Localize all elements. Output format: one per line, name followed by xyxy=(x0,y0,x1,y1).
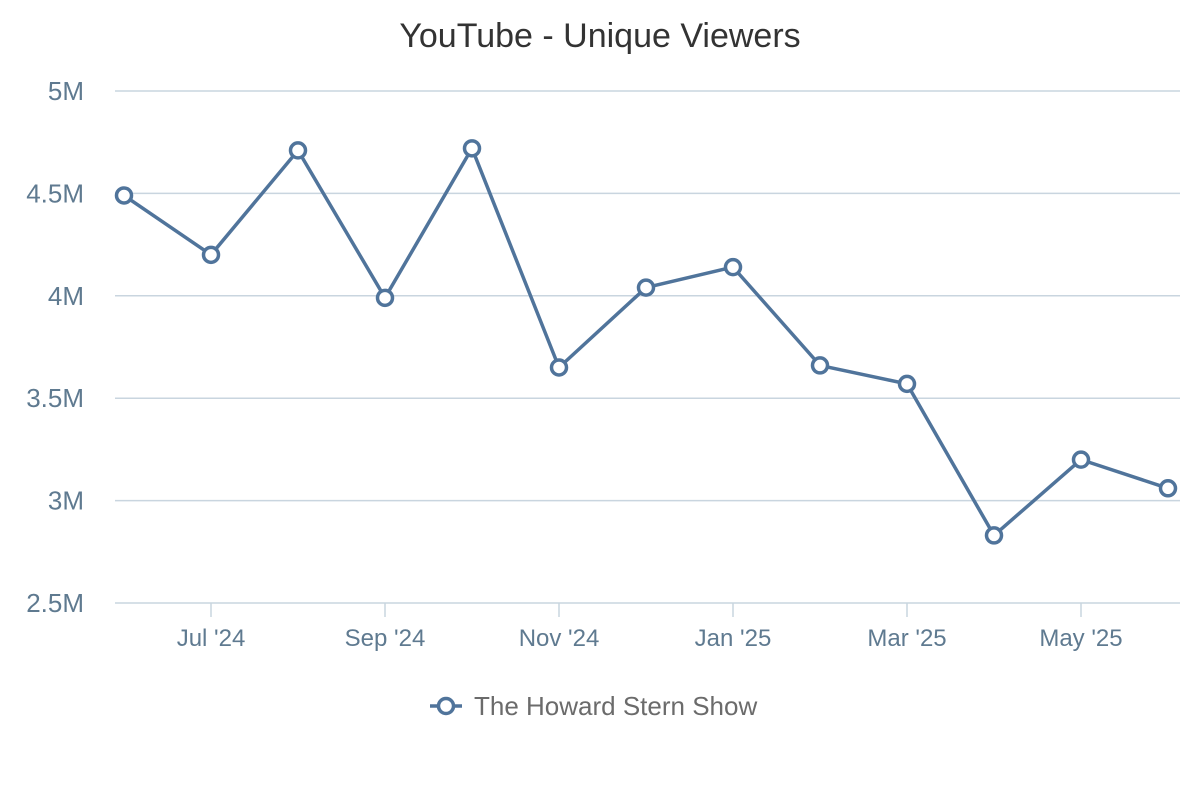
x-axis-ticks: Jul '24 Sep '24 Nov '24 Jan '25 Mar '25 May '… xyxy=(177,603,1123,652)
y-axis-ticks: 2.5M 3M 3.5M 4M 4.5M 5M xyxy=(26,76,84,618)
data-point xyxy=(723,257,743,277)
data-point xyxy=(1071,450,1091,469)
data-point xyxy=(1158,479,1178,498)
data-point xyxy=(201,245,221,265)
data-point xyxy=(636,278,656,297)
data-point xyxy=(288,141,308,160)
data-point xyxy=(114,186,134,205)
data-point xyxy=(549,358,569,377)
y-tick-label: 4M xyxy=(48,281,84,311)
x-tick-label: Sep '24 xyxy=(345,625,426,652)
y-tick-label: 2.5M xyxy=(26,588,84,618)
y-tick-label: 3M xyxy=(48,486,84,516)
y-tick-label: 5M xyxy=(48,76,84,106)
x-tick-label: Nov '24 xyxy=(519,625,600,652)
data-point xyxy=(375,288,395,308)
legend[interactable]: The Howard Stern Show xyxy=(430,691,757,721)
legend-label: The Howard Stern Show xyxy=(474,691,757,721)
series-layer xyxy=(114,139,1178,545)
y-tick-label: 3.5M xyxy=(26,383,84,413)
x-tick-label: May '25 xyxy=(1039,625,1122,652)
data-point xyxy=(810,356,830,375)
y-tick-label: 4.5M xyxy=(26,178,84,208)
series-line xyxy=(122,146,1170,538)
legend-point-marker xyxy=(436,696,456,716)
gridlines xyxy=(115,90,1180,604)
chart-title: YouTube - Unique Viewers xyxy=(399,17,800,55)
data-point xyxy=(984,526,1004,545)
data-point xyxy=(462,139,482,158)
x-tick-label: Mar '25 xyxy=(867,625,946,652)
data-point xyxy=(897,374,917,394)
x-tick-label: Jan '25 xyxy=(695,625,772,652)
x-tick-label: Jul '24 xyxy=(177,625,246,652)
